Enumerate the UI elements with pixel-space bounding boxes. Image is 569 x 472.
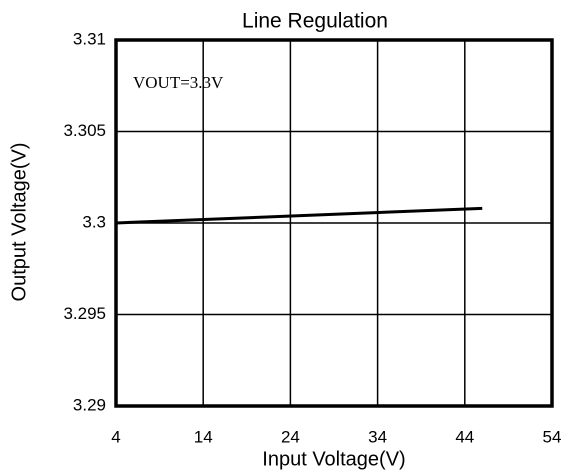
y-tick-label: 3.3 (82, 212, 106, 231)
y-tick-label: 3.31 (73, 29, 106, 48)
x-tick-label: 44 (455, 427, 474, 446)
x-tick-label: 14 (194, 427, 213, 446)
x-tick-label: 24 (281, 427, 300, 446)
annotation: VOUT=3.3V (133, 73, 224, 92)
y-tick-label: 3.305 (63, 121, 106, 140)
y-axis-label: Output Voltage(V) (8, 143, 30, 302)
y-tick-label: 3.295 (63, 304, 106, 323)
y-tick-label: 3.29 (73, 395, 106, 414)
x-tick-label: 34 (368, 427, 387, 446)
data-line (115, 206, 483, 225)
x-axis-label: Input Voltage(V) (262, 448, 405, 470)
x-tick-label: 54 (543, 427, 562, 446)
x-tick-label: 4 (111, 427, 120, 446)
chart-title: Line Regulation (242, 10, 388, 33)
